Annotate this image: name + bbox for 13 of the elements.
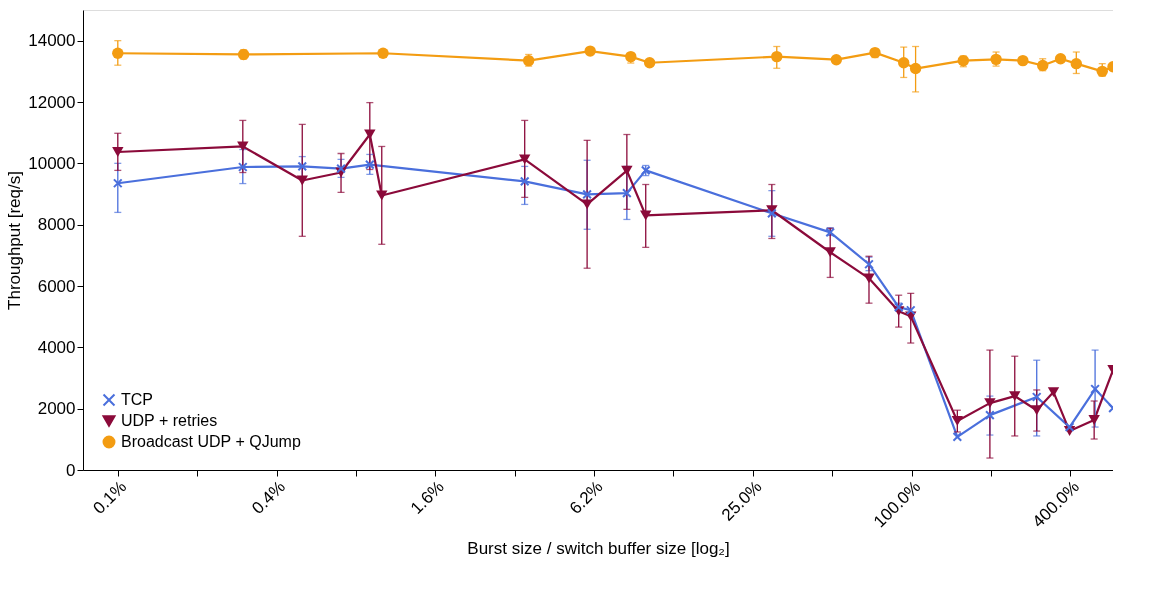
y-tick-label: 14000 <box>28 31 76 51</box>
y-tick-label: 12000 <box>28 92 76 112</box>
y-tick-label: 2000 <box>37 399 76 419</box>
y-tick-label: 4000 <box>37 337 76 357</box>
legend-label: Broadcast UDP + QJump <box>121 433 301 450</box>
x-axis-title: Burst size / switch buffer size [log₂] <box>467 538 730 558</box>
legend-label: UDP + retries <box>121 412 218 429</box>
y-tick-label: 10000 <box>28 153 76 173</box>
y-tick-label: 8000 <box>37 215 76 235</box>
y-tick-label: 0 <box>66 460 76 480</box>
legend-label: TCP <box>121 391 153 408</box>
y-tick-label: 6000 <box>37 276 76 296</box>
y-axis-title: Throughput [req/s] <box>5 171 25 310</box>
